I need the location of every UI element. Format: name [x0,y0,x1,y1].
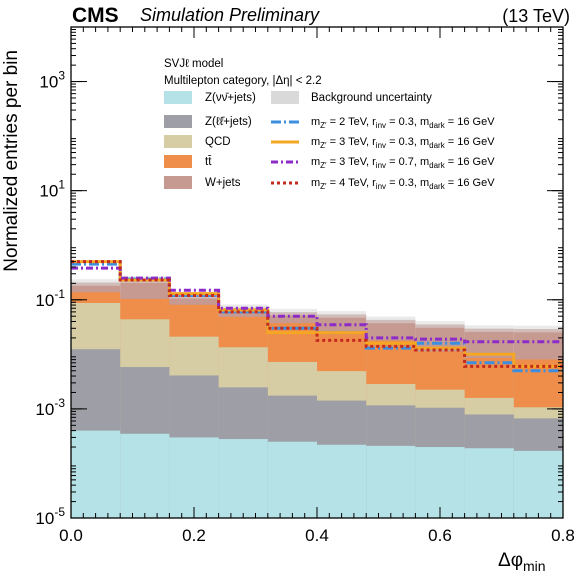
cms-label: CMS [72,4,119,27]
uncertainty-band [366,316,416,324]
legend-swatch-zll [164,115,192,128]
legend: Z(νν̄+jets) Z(ℓℓ̄+jets) QCD tt̄ W+jets Backgr… [164,91,495,191]
bar-znunu [267,441,317,518]
bar-znunu [366,445,416,518]
y-tick-label: 101 [39,178,65,201]
y-axis-label: Normalized entries per bin [1,50,22,272]
legend-label-sig3: mZ′ = 3 TeV, rinv = 0.7, mdark = 16 GeV [311,156,495,170]
legend-swatch-wjets [164,176,192,189]
uncertainty-band [415,321,465,328]
signal-curves [71,260,563,373]
uncertainty-band [267,308,317,316]
y-tick-label: 10-1 [35,287,65,310]
legend-label-uncertainty: Background uncertainty [311,92,432,104]
bar-znunu [415,447,465,518]
x-tick-label: 0.8 [551,526,575,545]
x-tick-label: 0.6 [428,526,452,545]
y-tick-label: 10-3 [35,396,65,419]
bar-znunu [169,437,219,518]
legend-swatch-uncertainty [271,91,299,104]
stacked-backgrounds [71,279,563,518]
bar-znunu [71,430,121,518]
legend-label-ttbar: tt̄ [205,156,212,168]
bar-znunu [317,444,367,518]
legend-label-zll: Z(ℓℓ̄+jets) [205,116,252,128]
x-tick-label: 0.4 [305,526,329,545]
uncertainty-band [464,325,514,332]
status-label: Simulation Preliminary [140,5,320,25]
x-tick-label: 0.2 [182,526,206,545]
legend-swatch-qcd [164,135,192,148]
axis-ticks: 0.0 0.2 0.4 0.6 0.8 10-5 10-3 10-1 101 103 [35,27,575,545]
uncertainty-band [317,311,367,318]
bar-znunu [218,439,268,518]
bar-znunu [513,450,563,518]
legend-label-sig1: mZ′ = 2 TeV, rinv = 0.3, mdark = 16 GeV [311,116,495,130]
x-axis-label: Δφmin [498,550,546,574]
legend-swatch-znunu [164,91,192,104]
x-tick-label: 0.0 [59,526,83,545]
uncertainty-band [513,325,563,333]
signal-line-sig4 [71,260,563,368]
legend-label-wjets: W+jets [205,177,241,189]
legend-label-qcd: QCD [205,136,231,148]
signal-line-sig3 [71,266,563,344]
legend-label-sig2: mZ′ = 3 TeV, rinv = 0.3, mdark = 16 GeV [311,136,495,150]
bar-znunu [120,433,170,518]
y-tick-label: 103 [39,69,65,92]
y-tick-label: 10-5 [35,505,65,528]
legend-model: SVJℓ model [164,58,223,70]
legend-label-znunu: Z(νν̄+jets) [205,92,256,104]
bar-znunu [464,448,514,518]
uncertainty-band [71,279,121,286]
energy-label: (13 TeV) [502,6,570,26]
legend-swatch-ttbar [164,155,192,168]
legend-label-sig4: mZ′ = 4 TeV, rinv = 0.3, mdark = 16 GeV [311,177,495,191]
legend-category: Multilepton category, |Δη| < 2.2 [164,75,322,87]
